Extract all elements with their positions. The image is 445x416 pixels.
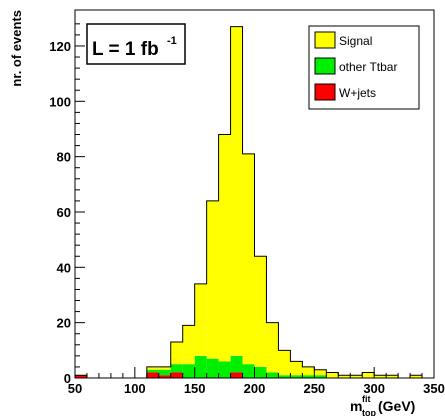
bar-signal xyxy=(158,366,171,370)
bar-other-ttbar xyxy=(230,355,243,373)
bar-signal xyxy=(386,375,399,378)
bar-signal xyxy=(374,375,387,378)
bar-signal xyxy=(206,200,219,359)
bar-signal xyxy=(146,366,159,370)
y-axis-ticks: 0 20 40 60 80 100 120 xyxy=(49,23,85,386)
y-tick-label: 120 xyxy=(49,39,71,54)
histogram-bars xyxy=(75,26,423,378)
bar-other-ttbar xyxy=(206,358,219,378)
x-tick-label: 250 xyxy=(303,381,325,396)
bar-other-ttbar xyxy=(158,369,171,376)
bar-signal xyxy=(194,283,207,356)
legend-label-other-ttbar: other Ttbar xyxy=(339,60,397,74)
x-axis-title-unit: (GeV) xyxy=(378,398,415,414)
x-axis-title-sup: fit xyxy=(362,394,371,404)
legend-swatch-other-ttbar xyxy=(314,57,336,75)
bar-other-ttbar xyxy=(302,375,315,378)
bar-signal xyxy=(302,366,315,376)
bar-signal xyxy=(218,134,231,362)
y-tick-label: 100 xyxy=(49,94,71,109)
bar-other-ttbar xyxy=(182,364,195,378)
bar-w-jets xyxy=(170,372,183,378)
bar-signal xyxy=(266,322,279,373)
legend-label-w-jets: W+jets xyxy=(339,86,376,100)
bar-other-ttbar xyxy=(218,361,231,378)
x-tick-label: 150 xyxy=(184,381,206,396)
x-tick-label: 100 xyxy=(124,381,146,396)
bar-signal xyxy=(230,26,243,356)
bar-signal xyxy=(314,369,327,376)
y-axis-title: nr. of events xyxy=(9,10,24,87)
bar-signal xyxy=(410,375,423,378)
legend: Signal other Ttbar W+jets xyxy=(308,25,420,110)
bar-other-ttbar xyxy=(242,364,255,378)
bar-signal xyxy=(350,375,363,378)
bar-signal xyxy=(182,325,195,365)
x-axis-title: m fit top (GeV) xyxy=(350,394,415,416)
bar-other-ttbar xyxy=(290,375,303,378)
bar-other-ttbar xyxy=(194,355,207,378)
bar-signal xyxy=(254,256,267,367)
bar-signal xyxy=(326,372,339,378)
luminosity-exponent: -1 xyxy=(167,35,177,47)
y-tick-label: 60 xyxy=(57,205,71,220)
bar-w-jets xyxy=(75,375,87,378)
x-tick-label: 350 xyxy=(423,381,445,396)
luminosity-label: L = 1 fb xyxy=(92,39,159,60)
legend-label-signal: Signal xyxy=(339,34,372,48)
x-tick-label: 300 xyxy=(363,381,385,396)
bar-signal xyxy=(170,342,183,365)
bar-w-jets xyxy=(158,375,171,378)
bar-other-ttbar xyxy=(170,364,183,373)
bar-w-jets xyxy=(146,372,159,378)
bar-signal xyxy=(338,375,351,378)
x-axis-title-main: m xyxy=(350,398,362,414)
x-axis-ticks: 50 100 150 200 250 300 350 xyxy=(68,367,445,396)
legend-swatch-w-jets xyxy=(314,83,336,101)
bar-signal xyxy=(278,350,291,376)
bar-signal xyxy=(242,153,255,365)
bar-other-ttbar xyxy=(278,375,291,378)
luminosity-box-frame xyxy=(86,23,186,65)
legend-swatch-signal xyxy=(314,31,336,49)
y-tick-label: 20 xyxy=(57,316,71,331)
x-tick-label: 200 xyxy=(244,381,266,396)
y-tick-label: 0 xyxy=(64,371,71,386)
y-tick-label: 80 xyxy=(57,150,71,165)
luminosity-box: L = 1 fb -1 xyxy=(86,23,186,65)
bar-other-ttbar xyxy=(266,372,279,378)
bar-other-ttbar xyxy=(146,369,159,373)
y-tick-label: 40 xyxy=(57,260,71,275)
bar-w-jets xyxy=(230,372,243,378)
bar-other-ttbar xyxy=(314,375,327,378)
bar-other-ttbar xyxy=(254,366,267,378)
x-axis-title-sub: top xyxy=(362,408,376,416)
x-tick-label: 50 xyxy=(68,381,82,396)
bar-signal xyxy=(362,372,375,378)
bar-signal xyxy=(290,361,303,376)
